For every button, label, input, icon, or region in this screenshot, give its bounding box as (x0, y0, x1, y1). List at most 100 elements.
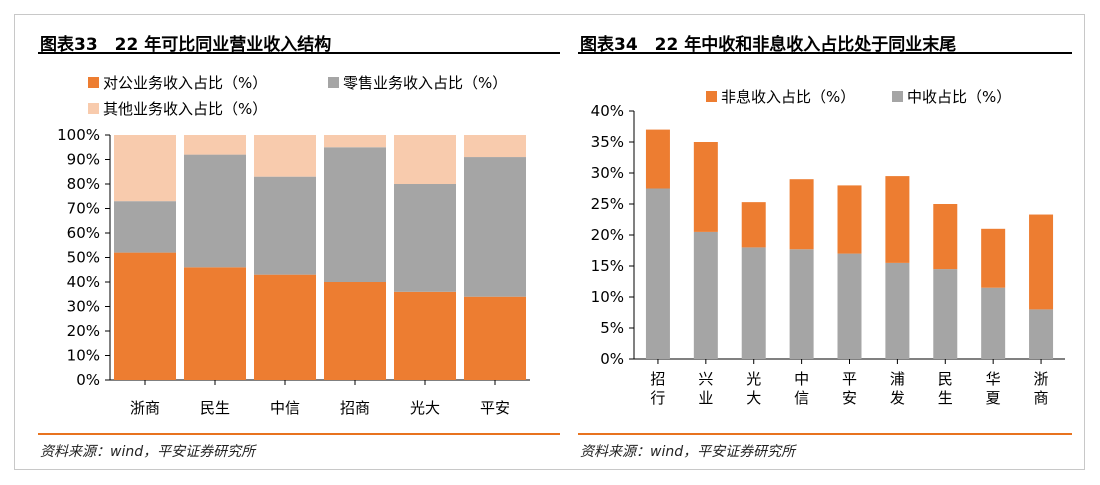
left-legend-swatch (88, 103, 99, 114)
left-legend-label: 零售业务收入占比（%） (343, 74, 507, 92)
right-y-tick-label: 40% (591, 102, 624, 120)
left-y-tick-label: 20% (67, 322, 100, 340)
right-source-note: 资料来源：wind，平安证券研究所 (580, 444, 796, 460)
right-legend-label: 中收占比（%） (907, 88, 1011, 106)
right-legend-swatch (706, 91, 717, 102)
left-bar-s3 (394, 135, 456, 184)
left-legend-label: 对公业务收入占比（%） (103, 74, 267, 92)
right-x-tick-label: 浙 (1034, 370, 1049, 388)
left-bar-s3 (184, 135, 246, 155)
right-legend-swatch (892, 91, 903, 102)
left-bar-s1 (324, 282, 386, 380)
left-bar-s3 (114, 135, 176, 202)
right-y-tick-label: 10% (591, 288, 624, 306)
right-chart-title: 图表34 22 年中收和非息收入占比处于同业末尾 (580, 35, 957, 55)
right-y-tick-label: 0% (600, 350, 624, 368)
right-y-tick-label: 25% (591, 195, 624, 213)
left-x-tick-label: 招商 (340, 399, 370, 417)
right-x-tick-label: 信 (794, 389, 809, 407)
right-x-tick-label: 安 (842, 389, 857, 407)
left-source-note: 资料来源：wind，平安证券研究所 (40, 444, 256, 460)
right-bar-s1 (1029, 309, 1054, 359)
left-y-tick-label: 90% (67, 151, 100, 169)
right-bar-s1 (981, 287, 1006, 359)
left-bar-s1 (464, 296, 526, 380)
left-y-tick-label: 60% (67, 224, 100, 242)
left-y-tick-label: 0% (76, 371, 100, 389)
right-y-tick-label: 5% (600, 319, 624, 337)
left-y-tick-label: 80% (67, 175, 100, 193)
left-source-rule (38, 433, 560, 435)
right-x-tick-label: 行 (650, 389, 665, 407)
left-chart-title: 图表33 22 年可比同业营业收入结构 (40, 35, 332, 55)
right-y-tick-label: 35% (591, 133, 624, 151)
right-bar-s1 (645, 188, 670, 359)
left-bar-s2 (184, 154, 246, 268)
right-x-tick-label: 业 (698, 389, 713, 407)
right-bar-s1 (693, 231, 718, 359)
right-x-tick-label: 中 (794, 370, 809, 388)
right-x-tick-label: 民 (938, 370, 953, 388)
left-title-rule (38, 52, 560, 54)
left-bar-s2 (254, 176, 316, 275)
right-bar-s1 (741, 247, 766, 359)
right-x-tick-label: 平 (842, 370, 857, 388)
right-source-rule (578, 433, 1072, 435)
left-x-tick-label: 平安 (480, 399, 510, 417)
right-bar-s2 (789, 179, 814, 250)
right-bar-s2 (741, 202, 766, 248)
right-bar-s2 (645, 129, 670, 189)
right-x-tick-label: 夏 (986, 389, 1001, 407)
right-bar-s2 (981, 228, 1006, 288)
left-legend-swatch (328, 77, 339, 88)
right-x-tick-label: 商 (1034, 389, 1049, 407)
left-y-tick-label: 100% (57, 126, 100, 144)
left-bar-s3 (254, 135, 316, 177)
left-x-tick-label: 光大 (410, 399, 440, 417)
right-title-rule (578, 52, 1072, 54)
left-bar-s2 (324, 147, 386, 282)
left-x-tick-label: 中信 (270, 399, 300, 417)
right-x-tick-label: 生 (938, 389, 953, 407)
right-bar-s1 (933, 269, 958, 359)
left-bar-s2 (394, 184, 456, 292)
right-bar-s1 (885, 262, 910, 359)
right-y-tick-label: 30% (591, 164, 624, 182)
left-y-tick-label: 50% (67, 249, 100, 267)
right-x-tick-label: 发 (890, 389, 905, 407)
right-x-tick-label: 大 (746, 389, 761, 407)
right-x-tick-label: 华 (986, 370, 1001, 388)
left-bar-s1 (184, 267, 246, 380)
right-x-tick-label: 浦 (890, 370, 905, 388)
right-bar-s2 (1029, 214, 1054, 310)
left-y-tick-label: 40% (67, 273, 100, 291)
right-bar-s2 (837, 185, 862, 254)
left-bar-s1 (394, 291, 456, 380)
right-x-tick-label: 光 (746, 370, 761, 388)
right-y-tick-label: 20% (591, 226, 624, 244)
right-bar-s2 (885, 176, 910, 263)
left-x-tick-label: 民生 (200, 399, 230, 417)
right-bar-s2 (693, 142, 718, 232)
left-legend-label: 其他业务收入占比（%） (103, 100, 267, 118)
right-x-tick-label: 兴 (698, 370, 713, 388)
left-bar-s3 (464, 135, 526, 158)
left-y-tick-label: 70% (67, 200, 100, 218)
left-y-tick-label: 10% (67, 347, 100, 365)
left-bar-s2 (114, 201, 176, 253)
right-bar-s2 (933, 204, 958, 270)
right-legend-label: 非息收入占比（%） (721, 88, 855, 106)
left-x-tick-label: 浙商 (130, 399, 160, 417)
figure-frame (14, 14, 1085, 470)
left-bar-s2 (464, 157, 526, 297)
right-bar-s1 (789, 249, 814, 359)
left-bar-s1 (114, 252, 176, 380)
right-bar-s1 (837, 253, 862, 359)
left-bar-s3 (324, 135, 386, 148)
right-x-tick-label: 招 (650, 370, 665, 388)
right-y-tick-label: 15% (591, 257, 624, 275)
left-y-tick-label: 30% (67, 298, 100, 316)
left-bar-s1 (254, 274, 316, 380)
left-legend-swatch (88, 77, 99, 88)
